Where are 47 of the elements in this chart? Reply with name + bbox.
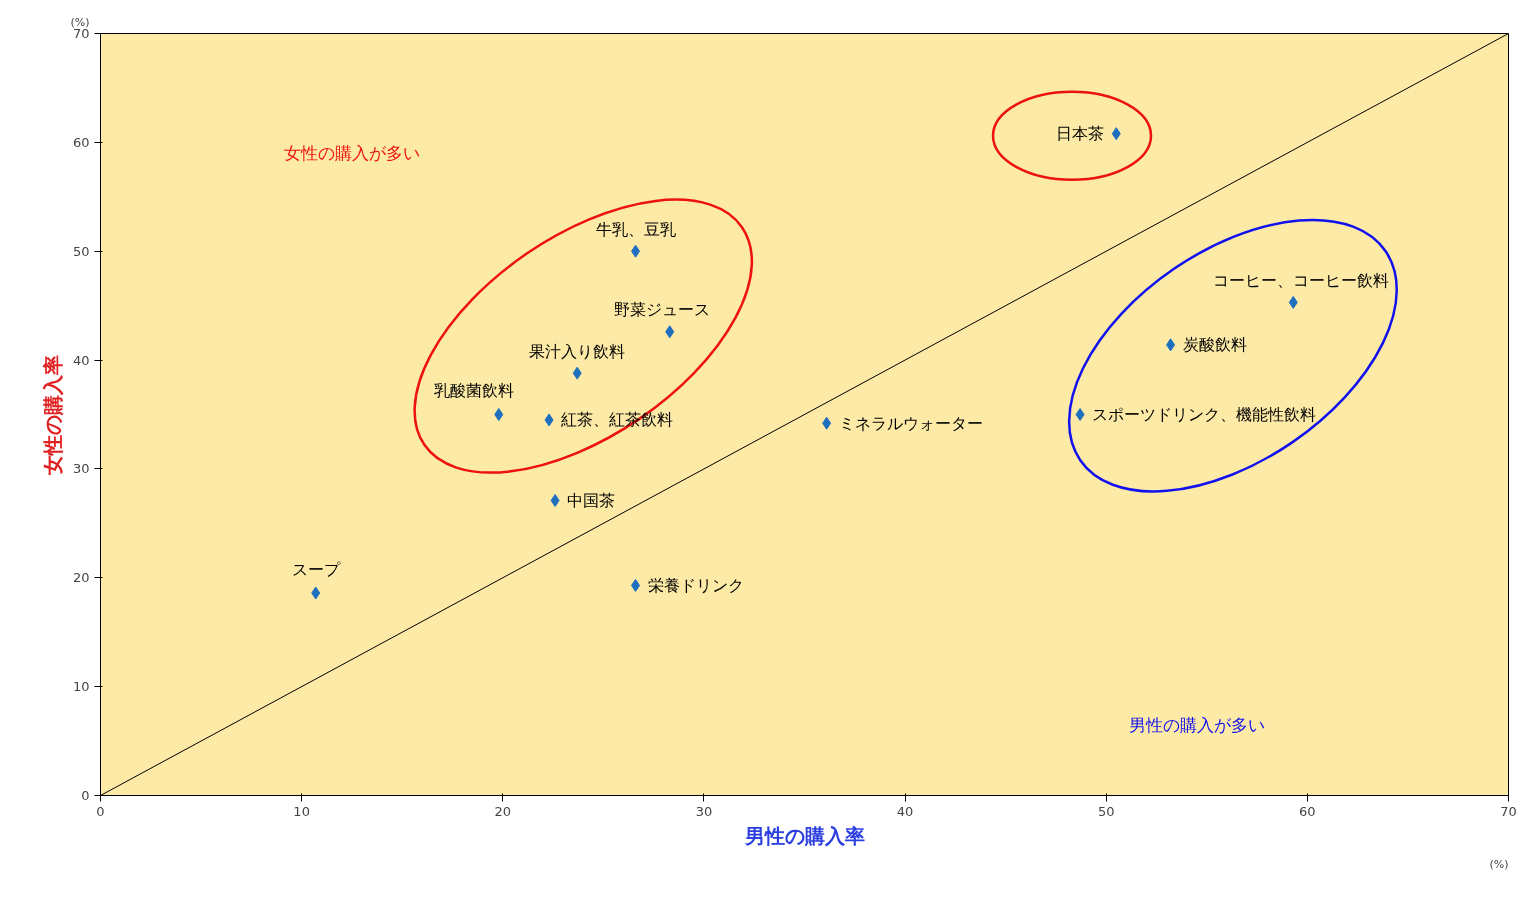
x-tick-label: 50 [1097,803,1115,819]
text: (%) [1489,857,1509,871]
y-tick-label: 70 [72,26,90,41]
annotation: 女性の購入が多い [283,143,420,164]
point [1288,295,1298,309]
annotation: 果汁入り飲料 [529,341,626,361]
point [665,325,675,339]
x-tick-label: 0 [96,803,105,819]
x-tick-label: 10 [293,803,310,819]
x-tick-label: 40 [896,803,914,819]
annotation: 野菜ジュース [613,300,710,320]
x-tick-label: 60 [1299,803,1316,819]
point [311,586,321,600]
x-tick-label: 70 [1500,803,1517,819]
point [631,578,641,592]
annotation: 乳酸菌飲料 [433,381,514,400]
text: (%) [70,15,90,29]
y-tick-label: 60 [72,134,90,150]
x-tick-label: 30 [695,803,713,819]
y-tick-label: 10 [72,679,90,695]
annotation: スポーツドリンク、機能性飲料 [1092,405,1317,424]
annotation: 炭酸飲料 [1182,335,1247,355]
y-tick-label: 50 [72,243,90,259]
y-tick-label: 20 [72,570,90,586]
annotation: 栄養ドリンク [647,575,744,595]
annotation: スープ [291,559,341,579]
annotation: コーヒー、コーヒー飲料 [1213,270,1390,290]
point [1166,338,1176,352]
annotation: ミネラルウォーター [838,413,983,433]
point [544,413,554,427]
annotation: 中国茶 [567,491,616,510]
annotation: 男性の購入が多い [1128,714,1265,735]
y-tick-label: 30 [72,461,90,477]
annotation: 日本茶 [1056,124,1105,144]
point [822,416,832,430]
y-tick-label: 0 [81,788,90,803]
point [631,244,641,258]
y-axis-title: 女性の購入率 [40,354,65,476]
x-axis-title: 男性の購入率 [743,823,865,848]
y-tick-label: 40 [72,352,90,368]
point [1111,127,1121,141]
point [494,408,504,421]
x-tick-label: 20 [494,803,512,819]
annotation: 牛乳、豆乳 [595,219,676,239]
point [572,366,582,380]
point [550,494,560,507]
point [1075,408,1085,421]
